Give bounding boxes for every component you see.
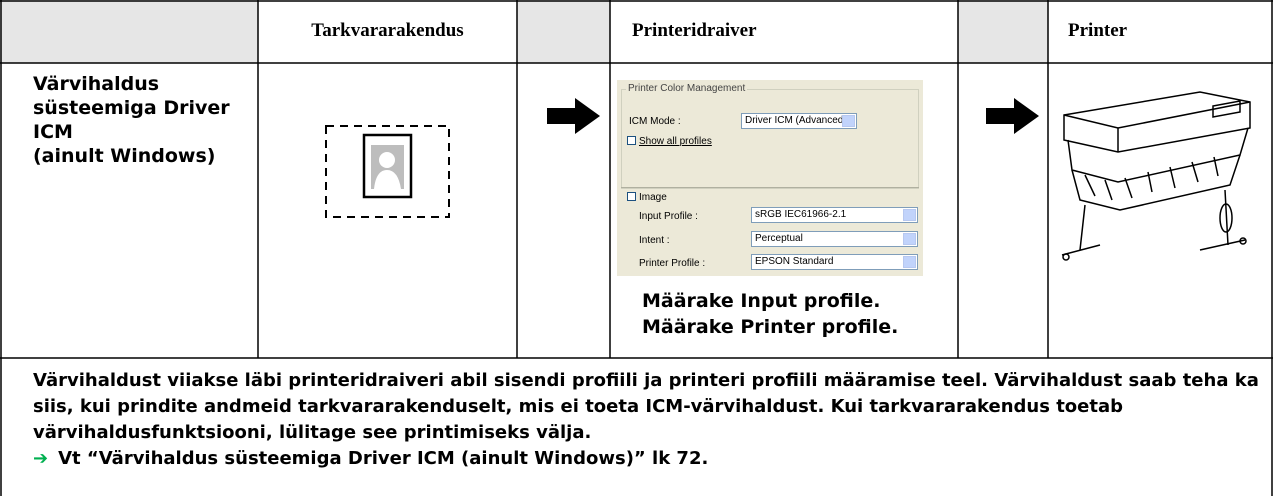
group-title: Printer Color Management bbox=[626, 83, 748, 94]
checkbox[interactable]: Show all profiles bbox=[627, 136, 712, 147]
separator bbox=[621, 187, 919, 188]
caption-line: Määrake Printer profile. bbox=[642, 316, 899, 338]
printer-drawing bbox=[1061, 91, 1251, 261]
arrow-icon bbox=[986, 98, 1039, 134]
arrow-icon bbox=[547, 98, 600, 134]
dropdown-button bbox=[903, 256, 916, 268]
header-bg bbox=[958, 0, 1048, 63]
header-cell: Printeridraiver bbox=[632, 20, 757, 41]
dropdown-button bbox=[842, 115, 855, 127]
portrait-head bbox=[379, 152, 395, 168]
dialog: Printer Color Management ICM Mode : Driv… bbox=[617, 80, 923, 276]
row-label-line: ICM bbox=[33, 121, 73, 143]
dropdown-button bbox=[903, 233, 916, 245]
select[interactable]: sRGB IEC61966-2.1 bbox=[751, 207, 918, 223]
select-value: Perceptual bbox=[755, 233, 803, 244]
selection-frame bbox=[325, 125, 450, 218]
header-cell: Tarkvararakendus bbox=[311, 20, 464, 41]
header-bg bbox=[0, 0, 258, 63]
select-value: Driver ICM (Advanced) bbox=[745, 115, 847, 126]
link-arrow-icon: ➔ bbox=[33, 448, 49, 469]
header-cell: Printer bbox=[1068, 20, 1128, 41]
row-label-line: Värvihaldus bbox=[33, 73, 160, 95]
portrait-body bbox=[374, 170, 401, 189]
field-label: ICM Mode : bbox=[629, 116, 681, 127]
checkbox-label: Show all profiles bbox=[639, 136, 712, 147]
caption: Määrake Input profile. Määrake Printer p… bbox=[642, 288, 898, 340]
checkbox[interactable]: Image bbox=[627, 192, 667, 203]
field-label: Input Profile : bbox=[639, 211, 698, 222]
checkbox-label: Image bbox=[639, 192, 667, 203]
field-label: Intent : bbox=[639, 235, 670, 246]
checkbox-box bbox=[627, 136, 636, 145]
row-label: Värvihaldus süsteemiga Driver ICM (ainul… bbox=[33, 72, 230, 168]
select[interactable]: Driver ICM (Advanced) bbox=[741, 113, 857, 129]
select[interactable]: EPSON Standard bbox=[751, 254, 918, 270]
link-row: ➔ Vt “Värvihaldus süsteemiga Driver ICM (… bbox=[33, 446, 708, 472]
checkbox-box bbox=[627, 192, 636, 201]
select[interactable]: Perceptual bbox=[751, 231, 918, 247]
link[interactable]: Vt “Värvihaldus süsteemiga Driver ICM (a… bbox=[58, 448, 709, 469]
row-label-line: (ainult Windows) bbox=[33, 145, 216, 167]
field-label: Printer Profile : bbox=[639, 258, 706, 269]
dropdown-button bbox=[903, 209, 916, 221]
group-box bbox=[621, 89, 919, 189]
row-label-line: süsteemiga Driver bbox=[33, 97, 230, 119]
select-value: EPSON Standard bbox=[755, 256, 834, 267]
caption-line: Määrake Input profile. bbox=[642, 290, 881, 312]
description: Värvihaldust viiakse läbi printeridraive… bbox=[33, 370, 1259, 443]
header-bg bbox=[517, 0, 610, 63]
select-value: sRGB IEC61966-2.1 bbox=[755, 209, 847, 220]
